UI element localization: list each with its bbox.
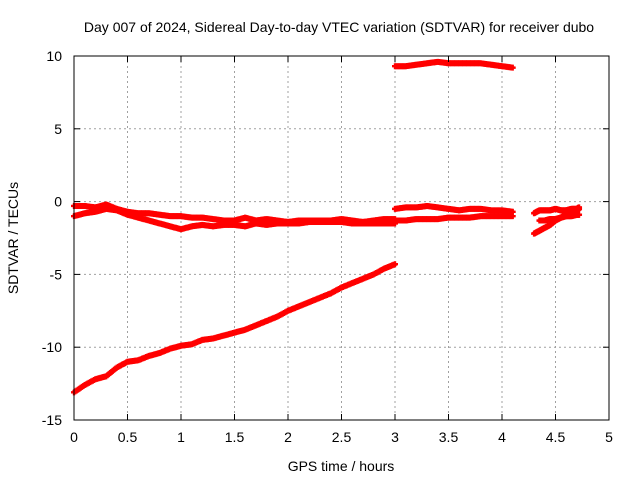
x-tick-label: 0 [70, 429, 78, 445]
series-8 [531, 204, 583, 217]
axis-ticks: 0 0.5 1 1.5 2 2.5 3 3.5 4 4.5 5 -15 -10 -5 0 5 10 [42, 48, 613, 445]
y-tick-label: -10 [42, 339, 62, 355]
y-tick-label: -15 [42, 412, 62, 428]
series-3 [71, 205, 398, 233]
y-tick-label: 5 [54, 121, 62, 137]
data-point [509, 64, 516, 71]
series-1 [71, 261, 398, 396]
y-tick-label: 0 [54, 194, 62, 210]
y-axis-label: SDTVAR / TECUs [5, 182, 21, 294]
x-tick-label: 2 [284, 429, 292, 445]
y-tick-label: -5 [50, 266, 63, 282]
series-9 [536, 211, 583, 224]
x-tick-label: 3 [391, 429, 399, 445]
x-tick-label: 3.5 [439, 429, 459, 445]
x-tick-label: 1.5 [225, 429, 245, 445]
series-6 [392, 213, 516, 224]
grid [74, 56, 609, 420]
x-axis-label: GPS time / hours [288, 458, 395, 474]
chart-title: Day 007 of 2024, Sidereal Day-to-day VTE… [84, 19, 594, 35]
data-point [509, 213, 516, 220]
x-tick-label: 5 [605, 429, 613, 445]
data-point [392, 261, 398, 268]
x-tick-label: 4 [498, 429, 506, 445]
data-point [576, 204, 583, 211]
data-point [576, 211, 583, 218]
series-5 [392, 202, 516, 215]
x-tick-label: 1 [177, 429, 185, 445]
x-tick-label: 2.5 [332, 429, 352, 445]
x-tick-label: 4.5 [546, 429, 566, 445]
series-4 [392, 58, 516, 71]
x-tick-label: 0.5 [118, 429, 138, 445]
y-tick-label: 10 [46, 48, 62, 64]
data-series [71, 58, 583, 396]
